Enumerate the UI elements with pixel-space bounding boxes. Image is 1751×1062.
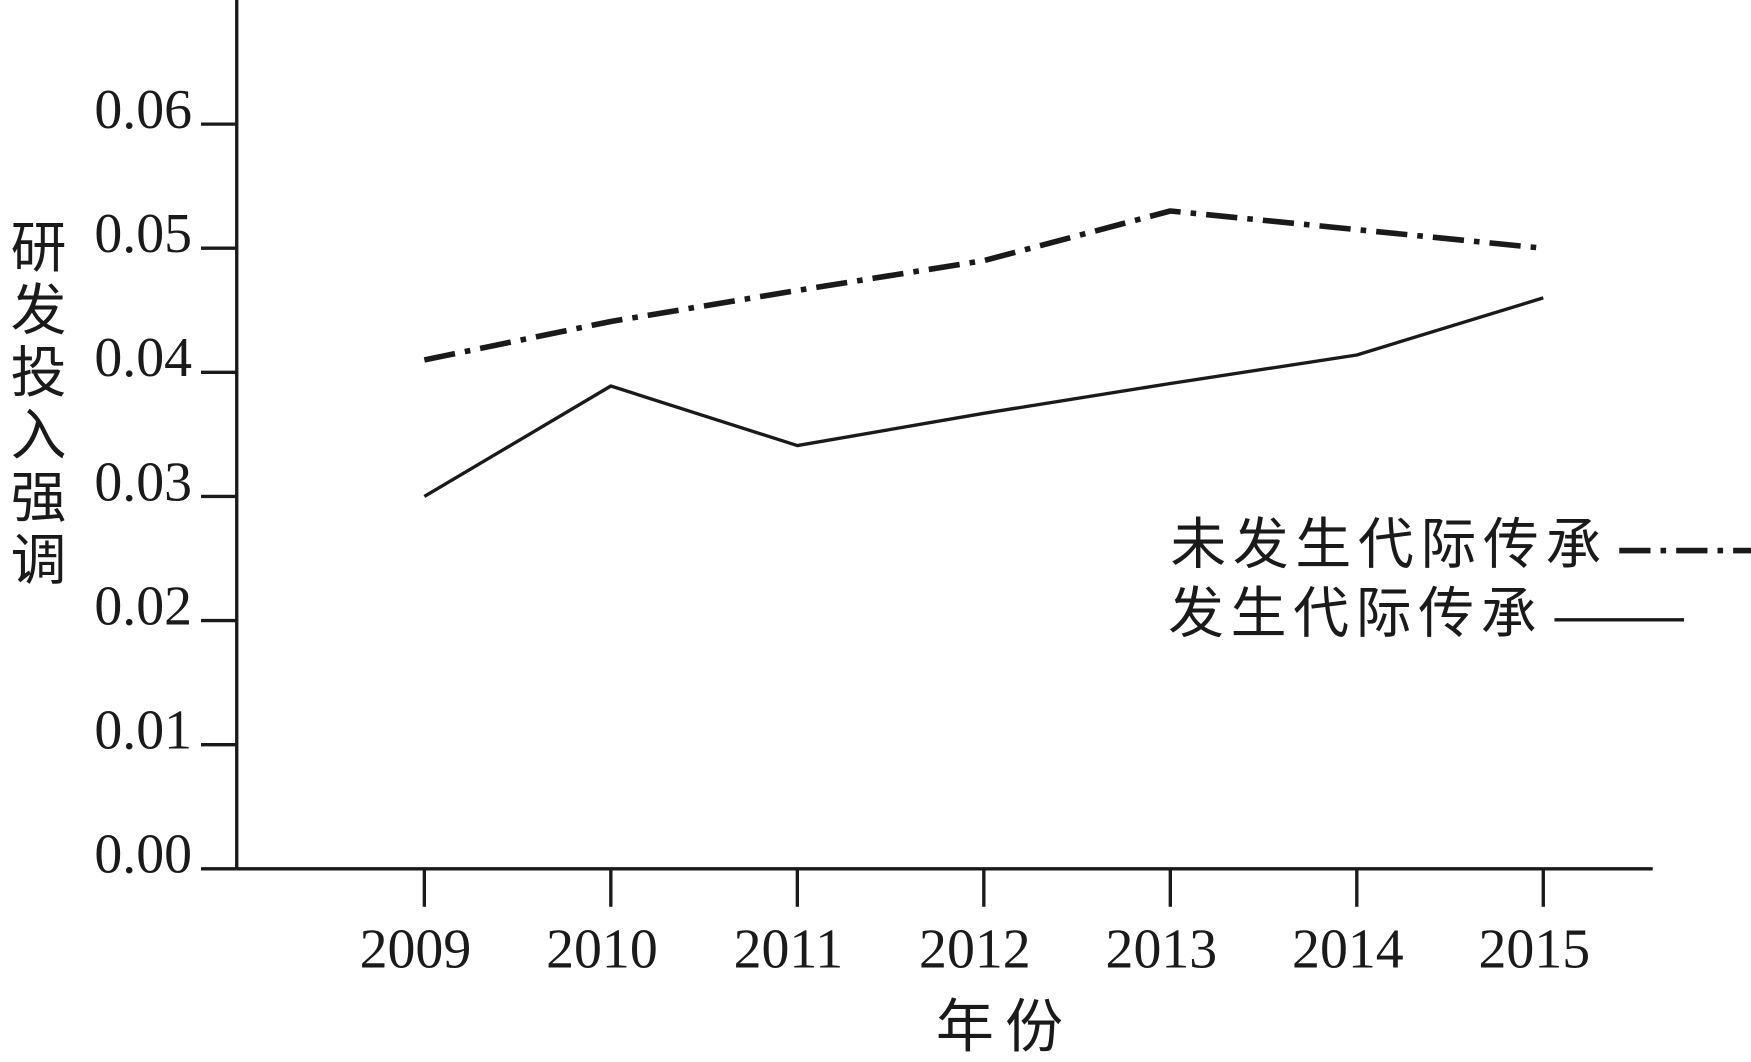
x-tick-label: 2015	[1479, 919, 1591, 981]
series-line	[423, 208, 1544, 363]
x-tick-label: 2013	[1106, 919, 1218, 981]
y-tick-label: 0.00	[94, 824, 192, 886]
y-tick-label: 0.05	[94, 203, 192, 265]
y-tick-label: 0.04	[94, 327, 192, 389]
x-tick-label: 2011	[734, 919, 844, 981]
x-axis-title: 年份	[936, 994, 1074, 1059]
y-tick-label: 0.06	[94, 79, 192, 141]
y-tick-label: 0.03	[94, 451, 192, 513]
x-tick-label: 2012	[919, 919, 1031, 981]
legend-label: 发生代际传承	[1168, 584, 1543, 646]
x-tick-label: 2014	[1292, 919, 1404, 981]
y-tick-label: 0.02	[94, 575, 192, 637]
legend-label: 未发生代际传承	[1170, 514, 1608, 576]
y-axis-title: 研发投入强调	[2, 218, 65, 593]
x-tick-label: 2009	[360, 919, 472, 981]
series-line	[423, 296, 1544, 498]
y-tick-label: 0.01	[94, 700, 192, 762]
x-tick-label: 2010	[546, 919, 658, 981]
